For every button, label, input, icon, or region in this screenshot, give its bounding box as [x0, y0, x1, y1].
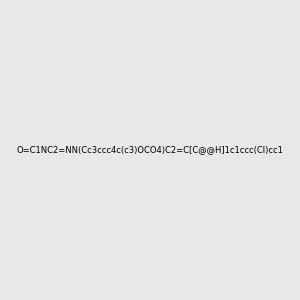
Text: O=C1NC2=NN(Cc3ccc4c(c3)OCO4)C2=C[C@@H]1c1ccc(Cl)cc1: O=C1NC2=NN(Cc3ccc4c(c3)OCO4)C2=C[C@@H]1c… — [16, 146, 283, 154]
